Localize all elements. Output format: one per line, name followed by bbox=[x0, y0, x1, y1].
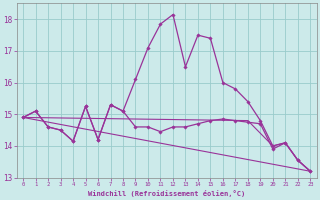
X-axis label: Windchill (Refroidissement éolien,°C): Windchill (Refroidissement éolien,°C) bbox=[88, 190, 245, 197]
